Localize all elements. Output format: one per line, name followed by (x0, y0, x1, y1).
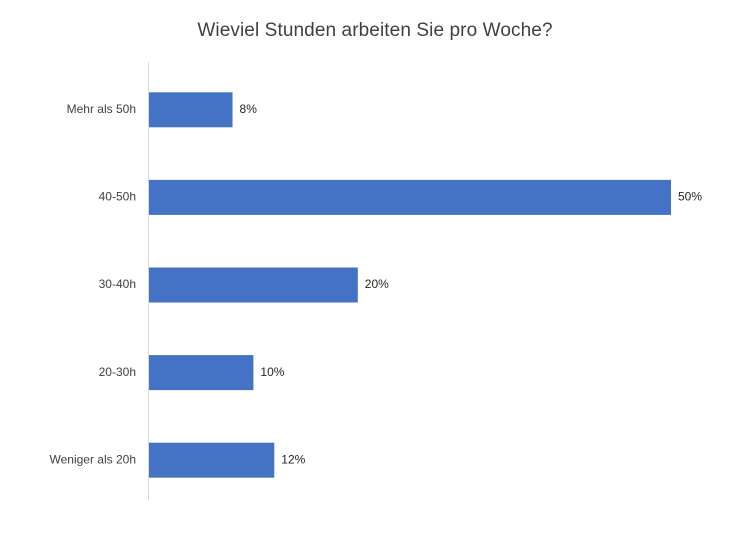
bar (149, 442, 275, 478)
bar (149, 179, 671, 215)
bar (149, 92, 233, 128)
bar (149, 267, 358, 303)
bars-group: Mehr als 50h 8% 40-50h 50% 30-40h 20% 20-30h 10… (50, 92, 702, 478)
data-label: 20% (365, 277, 389, 291)
data-label: 10% (260, 365, 284, 379)
category-tick-label: Weniger als 20h (50, 452, 137, 466)
category-tick-label: 30-40h (99, 277, 136, 291)
category-tick-label: 40-50h (99, 190, 136, 204)
bar (149, 355, 254, 391)
data-label: 12% (281, 452, 305, 466)
chart-title: Wieviel Stunden arbeiten Sie pro Woche? (197, 20, 553, 41)
data-label: 50% (678, 190, 702, 204)
category-tick-label: 20-30h (99, 365, 136, 379)
category-tick-label: Mehr als 50h (67, 102, 136, 116)
data-label: 8% (240, 102, 258, 116)
